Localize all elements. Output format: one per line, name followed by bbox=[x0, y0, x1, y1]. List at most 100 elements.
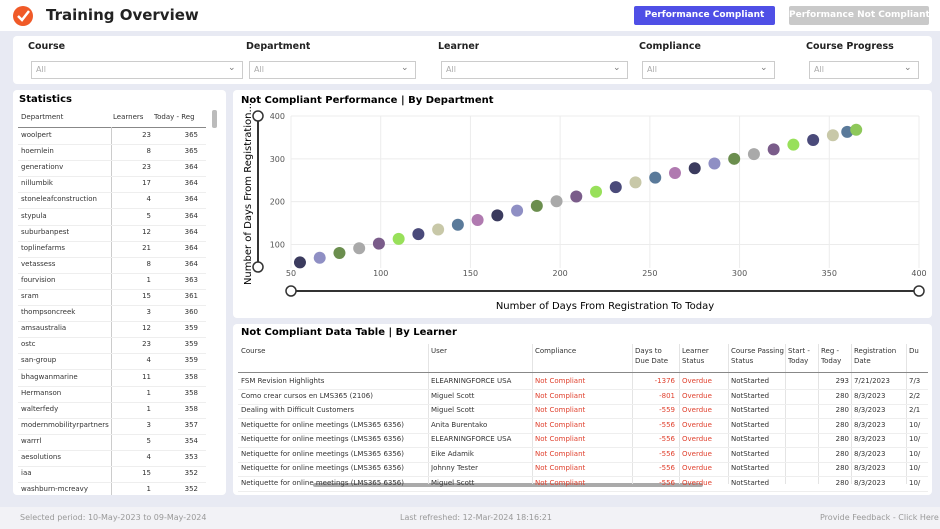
column-rule bbox=[111, 127, 112, 495]
row-rule bbox=[18, 208, 206, 210]
row-rule bbox=[238, 476, 928, 477]
slider-handle[interactable] bbox=[285, 285, 297, 297]
feedback-link[interactable]: Provide Feedback - Click Here bbox=[820, 513, 939, 522]
point[interactable] bbox=[412, 228, 425, 241]
y-tick-label: 100 bbox=[270, 240, 285, 249]
cell: vetassess bbox=[21, 259, 56, 268]
point[interactable] bbox=[491, 209, 504, 222]
cell: 8 bbox=[146, 259, 151, 268]
column-header: Days to Due Date bbox=[635, 347, 669, 365]
dropdown[interactable]: All ⌄ bbox=[642, 61, 775, 79]
cell: thompsoncreek bbox=[21, 308, 76, 317]
point[interactable] bbox=[649, 171, 662, 184]
cell: Netiquette for online meetings (LMS365 6… bbox=[241, 464, 404, 472]
row-rule bbox=[18, 224, 206, 226]
point[interactable] bbox=[826, 129, 839, 142]
cell: 280 bbox=[835, 464, 849, 472]
cell: walterfedy bbox=[21, 404, 59, 413]
row-rule bbox=[18, 401, 206, 403]
point[interactable] bbox=[511, 204, 524, 217]
point[interactable] bbox=[850, 123, 863, 136]
cell: Como crear cursos en LMS365 (2106) bbox=[241, 391, 373, 400]
point[interactable] bbox=[392, 232, 405, 245]
x-tick-label: 50 bbox=[286, 269, 296, 278]
point[interactable] bbox=[333, 247, 346, 260]
scrollbar[interactable] bbox=[212, 110, 217, 128]
column-rule bbox=[785, 344, 786, 484]
dropdown-value: All bbox=[446, 65, 456, 74]
dropdown[interactable]: All ⌄ bbox=[31, 61, 243, 79]
y-axis-label: Number of Days From Registration... bbox=[243, 103, 254, 285]
cell: 4 bbox=[146, 356, 151, 365]
point[interactable] bbox=[570, 190, 583, 203]
cell: san-group bbox=[21, 356, 57, 365]
point[interactable] bbox=[688, 162, 701, 175]
cell: 23 bbox=[142, 163, 151, 172]
dropdown[interactable]: All ⌄ bbox=[809, 61, 919, 79]
cell: 15 bbox=[142, 469, 151, 478]
cell: Miguel Scott bbox=[431, 406, 475, 414]
panel-title: Statistics bbox=[19, 94, 72, 105]
point[interactable] bbox=[590, 185, 603, 198]
table-panel: Not Compliant Data Table | By Learner Co… bbox=[233, 324, 932, 495]
cell: 352 bbox=[184, 469, 198, 478]
point[interactable] bbox=[807, 133, 820, 146]
row-rule bbox=[238, 447, 928, 448]
point[interactable] bbox=[530, 199, 543, 212]
row-rule bbox=[18, 305, 206, 306]
cell: -559 bbox=[659, 406, 675, 414]
cell: 10/ bbox=[909, 464, 921, 472]
row-rule bbox=[18, 288, 206, 290]
point[interactable] bbox=[767, 143, 780, 156]
cell: nillumbik bbox=[21, 179, 53, 188]
cell: 8/3/2023 bbox=[854, 406, 886, 414]
point[interactable] bbox=[353, 242, 366, 255]
cell: 4 bbox=[146, 453, 151, 461]
x-tick-label: 100 bbox=[373, 269, 388, 278]
point[interactable] bbox=[451, 218, 464, 231]
point[interactable] bbox=[708, 157, 721, 170]
button[interactable]: Performance Compliant bbox=[634, 6, 775, 25]
point[interactable] bbox=[747, 148, 760, 161]
slider-handle[interactable] bbox=[252, 261, 264, 273]
point[interactable] bbox=[313, 251, 326, 264]
cell: 358 bbox=[184, 404, 198, 413]
point[interactable] bbox=[471, 214, 484, 227]
row-rule bbox=[18, 337, 206, 339]
point[interactable] bbox=[372, 237, 385, 250]
x-tick-label: 250 bbox=[642, 269, 657, 278]
filter-label: Course Progress bbox=[806, 41, 894, 52]
column-rule bbox=[532, 344, 533, 484]
cell: ostc bbox=[21, 340, 36, 349]
slider-handle[interactable] bbox=[913, 285, 925, 297]
point[interactable] bbox=[550, 195, 563, 208]
point[interactable] bbox=[293, 256, 306, 269]
footer-text: Selected period: 10-May-2023 to 09-May-2… bbox=[20, 513, 207, 522]
cell: NotStarted bbox=[731, 449, 770, 458]
cell: -556 bbox=[659, 464, 675, 472]
cell: NotStarted bbox=[731, 391, 770, 400]
point[interactable] bbox=[728, 152, 741, 165]
cell: 364 bbox=[184, 243, 198, 252]
cell: Not Compliant bbox=[535, 464, 586, 472]
cell: 1 bbox=[146, 388, 151, 397]
cell: Not Compliant bbox=[535, 435, 586, 443]
row-rule bbox=[18, 192, 206, 194]
scrollbar[interactable] bbox=[313, 483, 703, 487]
filter-label: Learner bbox=[438, 41, 480, 52]
button[interactable]: Performance Not Compliant bbox=[789, 6, 929, 25]
point[interactable] bbox=[787, 138, 800, 151]
dropdown[interactable]: All ⌄ bbox=[249, 61, 416, 79]
point[interactable] bbox=[629, 176, 642, 189]
dropdown[interactable]: All ⌄ bbox=[441, 61, 628, 79]
slider-handle[interactable] bbox=[252, 110, 264, 122]
point[interactable] bbox=[841, 125, 854, 138]
point[interactable] bbox=[609, 181, 622, 194]
point[interactable] bbox=[432, 223, 445, 236]
cell: -556 bbox=[659, 449, 675, 458]
cell: 364 bbox=[184, 195, 198, 204]
point[interactable] bbox=[668, 166, 681, 179]
cell: Miguel Scott bbox=[431, 478, 475, 487]
cell: 7/21/2023 bbox=[854, 377, 890, 385]
